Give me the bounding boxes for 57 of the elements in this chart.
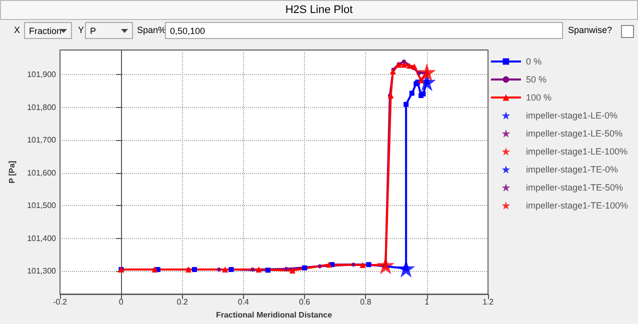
y-axis-title: P [Pa] [8, 160, 16, 184]
point [216, 268, 221, 272]
legend-label: impeller-stage1-LE-0% [526, 110, 618, 120]
point [417, 70, 422, 75]
point [302, 265, 308, 270]
point [265, 268, 270, 273]
point [411, 63, 418, 70]
legend-label: impeller-stage1-LE-50% [526, 128, 623, 138]
text: 0,50,100 [170, 26, 206, 36]
y-tick-label: 101,900 [27, 70, 57, 80]
point [406, 62, 412, 69]
y-tick-label: 101,400 [27, 234, 57, 243]
x-tick-label: 0 [118, 298, 124, 307]
legend-label: 0 % [526, 56, 542, 66]
text: Span% [137, 25, 166, 35]
legend-label: 100 % [526, 92, 552, 102]
text: X [14, 25, 20, 35]
text: Fraction [29, 26, 62, 36]
y-tick-label: 101,500 [27, 201, 57, 210]
point [360, 262, 366, 268]
point [366, 262, 372, 268]
y-tick-label: 101,700 [27, 136, 57, 145]
legend-label: 50 % [526, 74, 546, 84]
point [418, 77, 424, 84]
legend-label: impeller-stage1-TE-100% [526, 200, 628, 210]
point [256, 266, 262, 273]
x-tick-label: 0.4 [238, 298, 250, 307]
point [409, 90, 414, 96]
y-tick-label: 101,800 [27, 102, 57, 112]
point [351, 262, 356, 267]
x-tick-label: 0.2 [176, 298, 188, 307]
x-tick-label: -0.2 [53, 298, 68, 307]
x-tick-label: 0.8 [360, 298, 372, 307]
point [284, 266, 288, 271]
point [326, 262, 332, 268]
x-axis-title: Fractional Meridional Distance [216, 310, 333, 320]
text: P [90, 26, 96, 36]
point [289, 268, 296, 274]
point [250, 268, 255, 272]
x-tick-label: 1.2 [482, 298, 494, 307]
point [390, 68, 396, 74]
point [192, 267, 198, 272]
y-tick-label: 101,300 [27, 266, 57, 276]
point [228, 267, 234, 272]
legend-label: impeller-stage1-TE-50% [526, 182, 624, 192]
point [404, 102, 409, 107]
y-tick-label: 101,600 [27, 168, 57, 178]
x-tick-label: 1 [424, 298, 430, 307]
point [222, 266, 228, 273]
chart-title: H2S Line Plot [0, 0, 638, 20]
x-tick-label: 0.6 [299, 298, 311, 307]
legend-label: impeller-stage1-LE-100% [526, 146, 628, 156]
text: Spanwise? [568, 25, 612, 35]
legend-label: impeller-stage1-TE-0% [526, 164, 618, 174]
point [318, 264, 322, 268]
point [400, 62, 407, 68]
text: Y [78, 25, 84, 35]
